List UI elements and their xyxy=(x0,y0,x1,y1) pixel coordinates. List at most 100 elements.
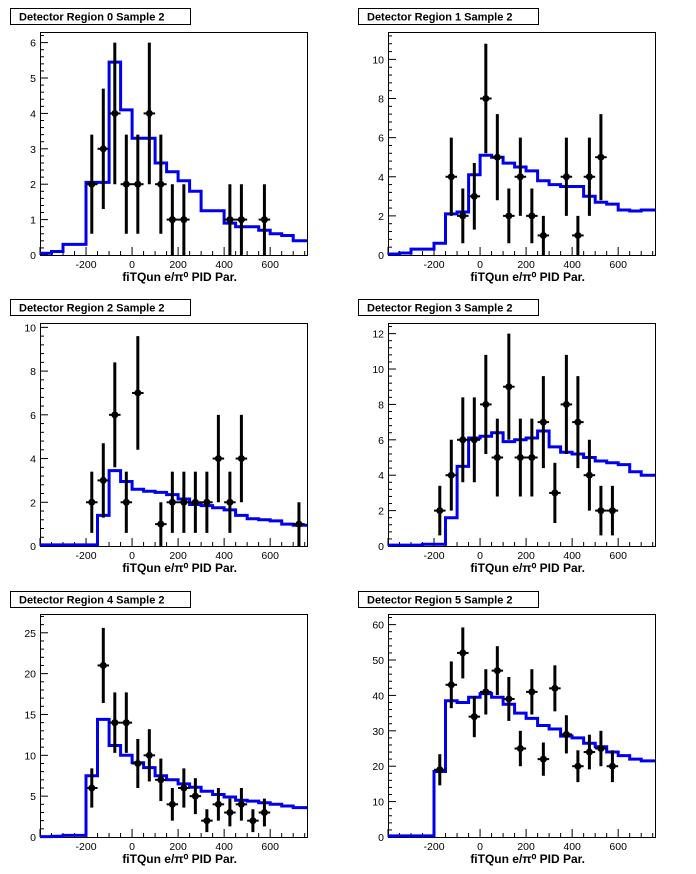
data-marker xyxy=(260,808,268,816)
data-marker xyxy=(436,507,444,515)
data-marker xyxy=(505,212,513,220)
data-point xyxy=(503,188,515,244)
data-marker xyxy=(493,454,501,462)
x-tick-label: 0 xyxy=(129,259,135,271)
data-marker xyxy=(99,145,107,153)
x-axis-label: fiTQun e/π⁰ PID Par. xyxy=(470,852,585,866)
data-marker xyxy=(482,688,490,696)
data-point xyxy=(526,188,538,244)
x-tick-label: 600 xyxy=(609,550,627,562)
data-point xyxy=(468,163,481,230)
data-marker xyxy=(470,713,478,721)
y-tick-label: 0 xyxy=(378,250,384,262)
data-marker xyxy=(574,418,582,426)
data-point xyxy=(549,665,561,712)
chart-panel-2: Detector Region 2 Sample 2 -200 0 200 400 600… xyxy=(10,299,308,575)
x-axis-label: fiTQun e/π⁰ PID Par. xyxy=(470,561,585,575)
x-tick-label: -200 xyxy=(424,259,445,271)
x-tick-label: -200 xyxy=(424,550,445,562)
x-tick-label: 400 xyxy=(215,841,233,853)
data-marker xyxy=(88,180,96,188)
data-point xyxy=(97,627,110,704)
data-point xyxy=(155,758,167,802)
y-tick-label: 50 xyxy=(372,655,384,667)
data-marker xyxy=(168,498,176,506)
x-tick-label: 400 xyxy=(563,841,581,853)
chart-title-box xyxy=(358,299,539,316)
data-point xyxy=(434,485,446,536)
data-point xyxy=(583,137,596,216)
data-marker xyxy=(237,800,245,808)
data-marker xyxy=(295,520,303,528)
data-marker xyxy=(203,817,211,825)
chart-title-box xyxy=(10,591,191,608)
data-point xyxy=(86,768,98,808)
data-point xyxy=(537,376,550,469)
data-marker xyxy=(608,507,616,515)
x-tick-label: 400 xyxy=(563,259,581,271)
x-axis-label: fiTQun e/π⁰ PID Par. xyxy=(470,270,585,284)
y-tick-label: 25 xyxy=(24,628,36,640)
y-tick-label: 8 xyxy=(378,94,384,106)
x-tick-label: 600 xyxy=(609,259,627,271)
data-point xyxy=(572,376,584,469)
data-point xyxy=(560,354,573,454)
data-point xyxy=(178,184,190,255)
data-point xyxy=(258,184,271,255)
y-tick-label: 4 xyxy=(378,470,384,482)
data-point xyxy=(235,787,248,821)
x-axis-label: fiTQun e/π⁰ PID Par. xyxy=(122,852,237,866)
data-marker xyxy=(145,751,153,759)
data-marker xyxy=(157,520,165,528)
x-tick-label: 200 xyxy=(169,841,187,853)
data-point xyxy=(514,418,527,497)
x-tick-label: 200 xyxy=(517,259,535,271)
data-point xyxy=(491,114,504,201)
x-tick-label: 600 xyxy=(609,841,627,853)
y-tick-label: 12 xyxy=(372,329,384,341)
y-tick-label: 60 xyxy=(372,620,384,632)
data-point xyxy=(595,730,607,767)
data-marker xyxy=(597,745,605,753)
plot-frame xyxy=(40,323,308,547)
chart-title: Detector Region 3 Sample 2 xyxy=(367,303,513,315)
chart-panel-4: Detector Region 4 Sample 2-200 0 200 400 600… xyxy=(10,591,308,866)
data-marker xyxy=(459,649,467,657)
data-point xyxy=(97,88,110,209)
data-marker xyxy=(226,216,234,224)
data-marker xyxy=(562,173,570,181)
data-marker xyxy=(191,498,199,506)
x-tick-label: 0 xyxy=(129,550,135,562)
data-point xyxy=(549,462,561,523)
prediction-histogram xyxy=(40,60,307,255)
data-point xyxy=(572,215,584,255)
x-tick-label: 200 xyxy=(517,550,535,562)
x-tick-label: 400 xyxy=(215,550,233,562)
data-marker xyxy=(191,792,199,800)
data-marker xyxy=(249,817,257,825)
chart-title-box xyxy=(10,299,191,316)
data-point xyxy=(120,134,133,234)
data-point xyxy=(595,114,607,201)
data-marker xyxy=(88,498,96,506)
y-tick-label: 6 xyxy=(30,38,36,50)
data-point xyxy=(86,134,98,234)
x-axis-label: fiTQun e/π⁰ PID Par. xyxy=(122,561,237,575)
data-marker xyxy=(539,418,547,426)
y-tick-label: 6 xyxy=(378,435,384,447)
data-point xyxy=(189,471,202,533)
y-tick-label: 2 xyxy=(378,506,384,518)
data-point xyxy=(503,333,515,440)
data-marker xyxy=(180,498,188,506)
y-tick-label: 4 xyxy=(378,172,384,184)
data-marker xyxy=(436,766,444,774)
data-marker xyxy=(597,153,605,161)
x-tick-label: 400 xyxy=(215,259,233,271)
data-point xyxy=(166,184,179,255)
data-point xyxy=(606,750,619,783)
y-tick-label: 20 xyxy=(24,669,36,681)
data-marker xyxy=(505,695,513,703)
y-tick-label: 0 xyxy=(30,541,36,553)
data-marker xyxy=(168,800,176,808)
